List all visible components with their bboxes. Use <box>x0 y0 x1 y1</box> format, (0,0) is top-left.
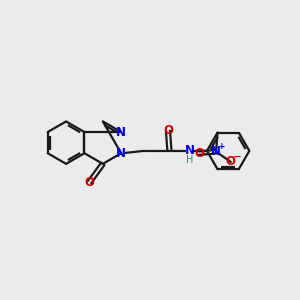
Text: N: N <box>116 147 126 160</box>
Text: N: N <box>184 144 194 158</box>
Text: O: O <box>226 155 236 169</box>
Text: O: O <box>163 124 173 137</box>
Text: H: H <box>186 155 193 165</box>
Text: N: N <box>116 125 126 139</box>
Text: O: O <box>194 147 204 160</box>
Text: N: N <box>211 145 221 158</box>
Text: +: + <box>218 142 225 151</box>
Text: O: O <box>85 176 94 189</box>
Text: −: − <box>233 152 242 162</box>
